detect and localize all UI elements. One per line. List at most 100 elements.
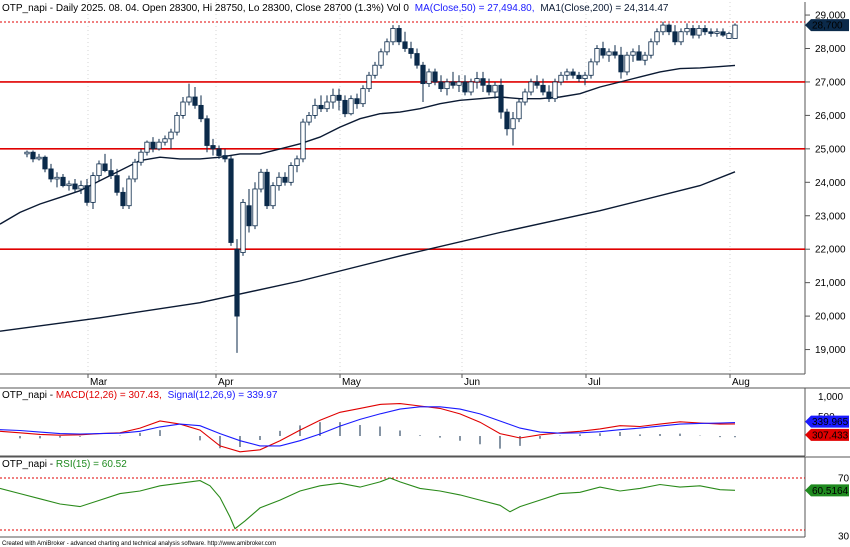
x-month-label: Apr (218, 377, 234, 388)
candle-body (30, 151, 36, 160)
rsi-y-tick-label: 30 (838, 532, 850, 543)
y-tick-label: 25,000 (815, 144, 846, 155)
candle-body (708, 31, 714, 34)
price-panel (0, 2, 806, 375)
candle-body (372, 64, 378, 76)
candle-body (42, 156, 48, 170)
y-tick-label: 22,000 (815, 245, 846, 256)
price-last-value-label: 28,700 (812, 21, 843, 32)
candle-body (240, 201, 246, 253)
candle-body (276, 176, 282, 187)
support-resistance-lines (0, 81, 805, 250)
candle-body (612, 51, 618, 56)
candle-body (402, 41, 408, 49)
y-tick-label: 23,000 (815, 211, 846, 222)
candle-body (600, 48, 606, 56)
candle-body (522, 91, 528, 103)
candle-body (156, 141, 162, 150)
candle-body (516, 101, 522, 120)
rsi-last-value-label: 60.5164 (812, 486, 849, 497)
x-month-label: Mar (90, 377, 108, 388)
candle-body (642, 54, 648, 61)
candle-body (492, 84, 498, 93)
candle-body (222, 155, 228, 160)
candle-body (216, 148, 222, 156)
y-tick-label: 21,000 (815, 278, 846, 289)
candle-body (498, 84, 504, 113)
candle-body (672, 31, 678, 43)
candle-body (408, 48, 414, 54)
candle-body (126, 178, 132, 207)
candle-body (120, 191, 126, 207)
candle-body (528, 81, 534, 93)
macd-series (0, 403, 736, 453)
signal-last-value-label: 339.965 (812, 417, 849, 428)
price-title: OTP_napi - Daily 2025. 08. 04. Open 2830… (2, 3, 409, 14)
candle-body (660, 24, 666, 33)
candle-body (426, 71, 432, 85)
candle-body (258, 171, 264, 190)
candle-body (210, 145, 216, 150)
last-value-labels: 28,700 339.965 307.433 60.5164 (805, 19, 849, 497)
candle-body (54, 176, 60, 180)
moving-average-lines (0, 64, 736, 332)
candle-body (558, 74, 564, 83)
candle-body (186, 96, 192, 103)
y-tick-label: 29,000 (815, 11, 846, 22)
candle-body (654, 31, 660, 43)
candle-body (714, 31, 720, 34)
candle-body (552, 81, 558, 100)
candle-body (432, 71, 438, 83)
candle-body (564, 71, 570, 76)
footer-credit: Created with AmiBroker - advanced charti… (2, 541, 276, 547)
candlesticks (24, 21, 738, 353)
macd-y-tick-label: 1,000 (818, 392, 843, 403)
x-axis-month-labels: Mar Apr May Jun Jul Aug (87, 374, 750, 388)
candle-body (378, 51, 384, 66)
candle-body (624, 54, 630, 73)
candle-body (24, 151, 30, 155)
candle-body (684, 28, 690, 33)
candle-body (204, 118, 210, 146)
candle-body (354, 98, 360, 105)
candle-body (576, 74, 582, 80)
candle-body (312, 104, 318, 116)
candle-body (114, 175, 120, 193)
rsi-last-value-label-bg (805, 484, 849, 497)
macd-last-value-label-bg (805, 428, 849, 441)
candle-body (90, 175, 96, 203)
candle-body (636, 51, 642, 61)
signal-last-value-label-bg (805, 415, 849, 428)
macd-header: OTP_napi - MACD(12,26) = 307.43, Signal(… (2, 390, 278, 401)
x-month-label: Jun (464, 377, 480, 388)
candle-body (138, 151, 144, 163)
candle-body (246, 205, 252, 227)
candle-body (396, 28, 402, 43)
candle-body (336, 94, 342, 101)
candle-body (252, 188, 258, 227)
candle-body (306, 115, 312, 123)
candle-body (732, 24, 738, 39)
candle-body (474, 78, 480, 83)
rsi-label: RSI(15) = 60.52 (56, 459, 127, 470)
candle-body (78, 185, 84, 190)
candle-body (540, 84, 546, 93)
candle-body (696, 28, 702, 36)
candle-body (180, 101, 186, 116)
y-tick-label: 24,000 (815, 178, 846, 189)
candle-body (582, 74, 588, 80)
candle-body (720, 31, 726, 36)
candle-body (414, 53, 420, 66)
candle-body (102, 163, 108, 171)
y-tick-label: 28,000 (815, 44, 846, 55)
candle-body (174, 115, 180, 133)
x-month-label: May (342, 377, 361, 388)
candle-body (462, 81, 468, 93)
rsi-header: OTP_napi - RSI(15) = 60.52 (2, 459, 127, 470)
ma-line (0, 64, 736, 225)
y-tick-label: 20,000 (815, 312, 846, 323)
rsi-line (0, 477, 736, 530)
candle-body (360, 88, 366, 105)
rsi-series (0, 477, 736, 530)
